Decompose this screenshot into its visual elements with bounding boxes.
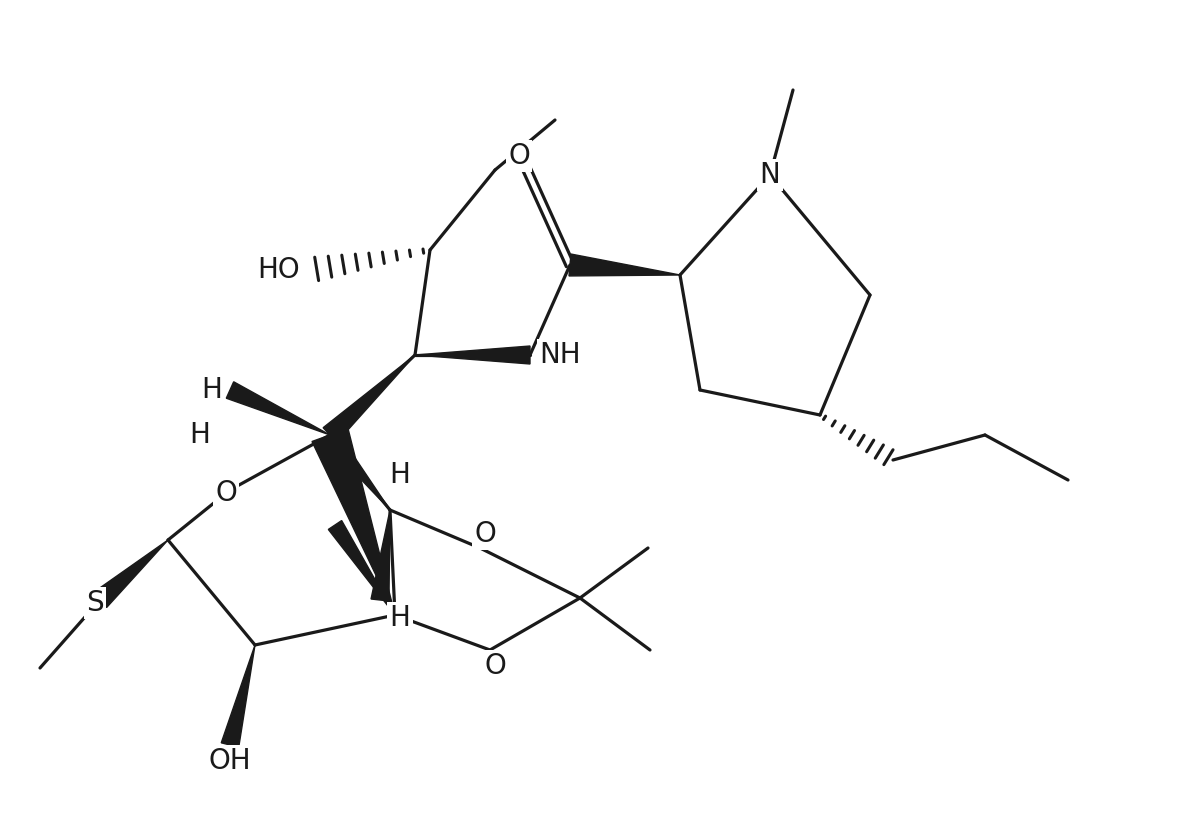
Polygon shape <box>226 382 330 435</box>
Text: O: O <box>484 652 506 680</box>
Polygon shape <box>93 540 168 607</box>
Text: O: O <box>508 142 530 170</box>
Polygon shape <box>328 521 395 615</box>
Polygon shape <box>569 254 679 276</box>
Text: O: O <box>215 479 237 507</box>
Text: O: O <box>474 520 496 548</box>
Text: H: H <box>389 461 411 489</box>
Polygon shape <box>324 355 415 443</box>
Polygon shape <box>221 645 255 748</box>
Polygon shape <box>312 428 395 615</box>
Text: H: H <box>201 376 223 404</box>
Text: HO: HO <box>257 256 300 284</box>
Polygon shape <box>324 430 390 510</box>
Text: S: S <box>86 589 104 617</box>
Text: N: N <box>759 161 781 189</box>
Polygon shape <box>371 510 390 601</box>
Text: H: H <box>189 421 211 449</box>
Text: OH: OH <box>208 747 251 775</box>
Polygon shape <box>415 346 530 364</box>
Text: NH: NH <box>539 341 581 369</box>
Text: H: H <box>389 604 411 632</box>
